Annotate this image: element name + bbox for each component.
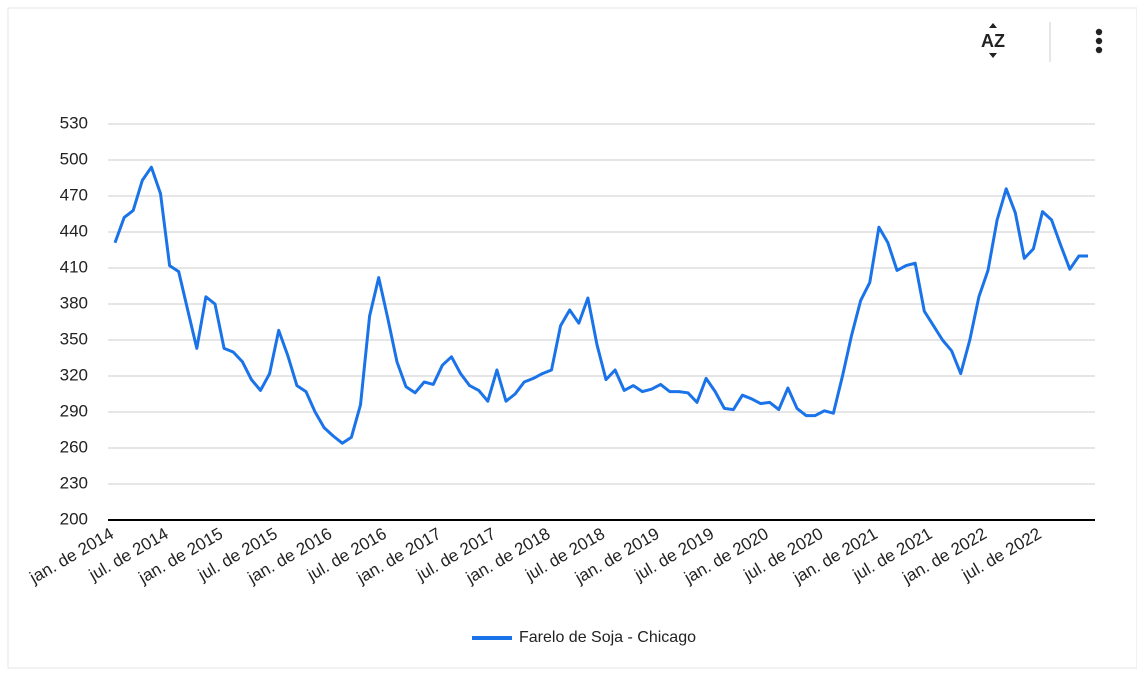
- y-tick-label: 320: [60, 365, 88, 384]
- y-tick-label: 470: [60, 185, 88, 204]
- legend-label: Farelo de Soja - Chicago: [519, 629, 696, 646]
- y-tick-label: 440: [60, 221, 88, 240]
- y-tick-label: 290: [60, 401, 88, 420]
- y-tick-label: 350: [60, 329, 88, 348]
- sort-button[interactable]: AZ: [981, 31, 1005, 51]
- y-tick-label: 410: [60, 257, 88, 276]
- menu-button[interactable]: [1095, 28, 1103, 54]
- y-tick-label: 380: [60, 293, 88, 312]
- y-tick-label: 530: [60, 113, 88, 132]
- data-line: [113, 165, 1088, 445]
- y-tick-label: 200: [60, 509, 88, 528]
- y-tick-label: 260: [60, 437, 88, 456]
- y-tick-label: 230: [60, 473, 88, 492]
- card: [7, 7, 1137, 669]
- y-tick-label: 500: [60, 149, 88, 168]
